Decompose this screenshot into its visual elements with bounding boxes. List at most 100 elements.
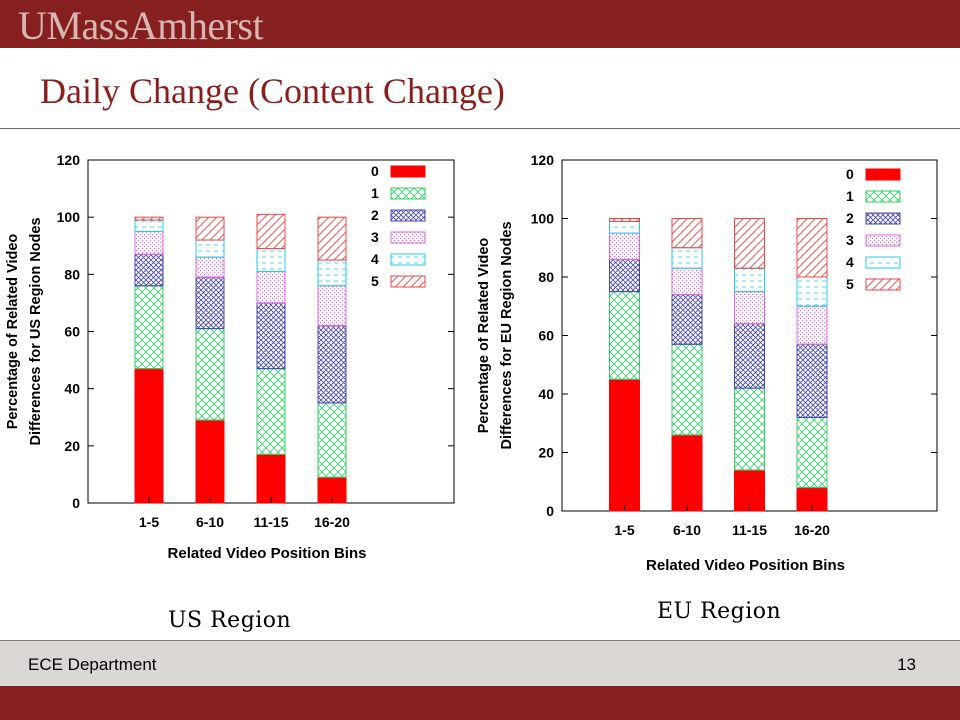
bar-segment-3-1-5 xyxy=(609,232,640,260)
y-tick-label: 80 xyxy=(538,269,554,285)
bar-segment-2-1-5 xyxy=(609,258,640,293)
bar-segment-3-16-20 xyxy=(796,305,828,345)
legend-label: 2 xyxy=(371,207,379,223)
x-tick-label: 1-5 xyxy=(139,514,159,530)
x-tick-label: 6-10 xyxy=(196,514,224,530)
bar-segment-3-6-10 xyxy=(671,267,703,296)
us-region-chart: 0 20 40 60 80 100 120 1-5 6-10 11-15 16-20 0 1 2 3 4 5 Re… xyxy=(6,140,466,580)
bar-segment-4-1-5 xyxy=(609,220,640,234)
bar-segment-5-1-5 xyxy=(134,216,164,221)
legend-swatch-5 xyxy=(390,275,426,288)
bar-segment-2-11-15 xyxy=(256,302,286,370)
x-tick-label: 16-20 xyxy=(314,514,350,530)
y-tick-label: 0 xyxy=(546,503,554,519)
bar-segment-1-6-10 xyxy=(671,343,703,436)
eu-region-caption: EU Region xyxy=(657,599,782,624)
bar-segment-0-6-10 xyxy=(671,434,703,512)
y-tick-label: 40 xyxy=(538,386,554,402)
legend-label: 0 xyxy=(371,163,379,179)
legend-swatch-0 xyxy=(390,165,426,178)
title-divider xyxy=(0,128,960,129)
bar-segment-1-1-5 xyxy=(609,291,640,380)
y-tick-label: 20 xyxy=(64,438,80,454)
bar-segment-5-11-15 xyxy=(256,213,286,250)
legend-swatch-4 xyxy=(390,253,426,266)
legend-swatch-2 xyxy=(865,212,901,225)
bar-segment-5-16-20 xyxy=(796,218,828,278)
legend-label: 3 xyxy=(371,229,379,245)
bottom-bar xyxy=(0,686,960,720)
bar-segment-4-1-5 xyxy=(134,219,164,232)
bar-segment-0-11-15 xyxy=(734,469,765,512)
bar-segment-1-6-10 xyxy=(195,328,225,421)
legend-label: 0 xyxy=(846,166,854,182)
legend-label: 1 xyxy=(846,188,854,204)
x-tick-label: 11-15 xyxy=(253,514,288,530)
bar-segment-3-1-5 xyxy=(134,230,164,255)
eu-region-chart-svg: 0 20 40 60 80 100 120 1-5 6-10 11-15 16-20 0 1 2 3 4 5 Re… xyxy=(478,152,938,574)
bar-segment-3-11-15 xyxy=(734,291,765,325)
bar-segment-1-1-5 xyxy=(134,285,164,370)
y-tick-label: 0 xyxy=(72,495,80,511)
bar-segment-5-11-15 xyxy=(734,218,765,269)
slide-title: Daily Change (Content Change) xyxy=(40,71,505,111)
footer-bar: ECE Department 13 xyxy=(0,640,960,687)
y-axis-label: Percentage of Related Video xyxy=(6,234,21,430)
y-tick-label: 80 xyxy=(64,266,80,282)
bar-segment-2-1-5 xyxy=(134,253,164,287)
bar-segment-5-16-20 xyxy=(317,216,347,261)
x-axis-label: Related Video Position Bins xyxy=(646,557,845,574)
y-axis-label: Differences for US Region Nodes xyxy=(28,217,44,445)
legend-swatch-5 xyxy=(865,278,901,291)
bar-segment-4-11-15 xyxy=(256,248,286,272)
y-tick-label: 40 xyxy=(64,381,80,397)
y-tick-label: 120 xyxy=(57,152,81,168)
x-tick-label: 1-5 xyxy=(614,522,634,538)
bar-segment-0-1-5 xyxy=(134,368,164,504)
legend-label: 4 xyxy=(846,254,854,270)
header-bar: UMassAmherst xyxy=(0,0,960,48)
y-tick-label: 100 xyxy=(57,209,81,225)
x-tick-label: 6-10 xyxy=(673,522,701,538)
bar-segment-3-6-10 xyxy=(195,256,225,278)
bar-segment-2-16-20 xyxy=(796,343,828,418)
y-axis-label: Differences for EU Region Nodes xyxy=(499,221,515,449)
page-number: 13 xyxy=(897,655,916,674)
bar-segment-2-16-20 xyxy=(317,325,347,404)
y-tick-label: 20 xyxy=(538,445,554,461)
us-region-chart-svg: 0 20 40 60 80 100 120 1-5 6-10 11-15 16-20 0 1 2 3 4 5 Re… xyxy=(6,152,455,562)
y-tick-label: 60 xyxy=(538,328,554,344)
y-axis-label: Percentage of Related Video xyxy=(478,238,492,434)
legend-swatch-3 xyxy=(865,234,901,247)
x-axis-label: Related Video Position Bins xyxy=(168,545,367,562)
legend-swatch-4 xyxy=(865,256,901,269)
bar-segment-1-11-15 xyxy=(734,387,765,471)
bar-segment-1-16-20 xyxy=(796,416,828,489)
y-tick-label: 120 xyxy=(531,152,555,168)
bar-segment-5-6-10 xyxy=(671,218,703,249)
eu-region-chart: 0 20 40 60 80 100 120 1-5 6-10 11-15 16-20 0 1 2 3 4 5 Re… xyxy=(478,140,948,585)
bar-segment-2-6-10 xyxy=(671,294,703,345)
legend-swatch-1 xyxy=(865,190,901,203)
bar-segment-3-11-15 xyxy=(256,270,286,304)
y-tick-label: 100 xyxy=(531,211,555,227)
bar-segment-2-11-15 xyxy=(734,323,765,389)
bar-segment-5-1-5 xyxy=(609,218,640,222)
legend-label: 4 xyxy=(371,251,379,267)
bar-segment-0-11-15 xyxy=(256,453,286,504)
university-logo: UMassAmherst xyxy=(18,3,264,48)
bar-segment-4-11-15 xyxy=(734,267,765,293)
legend-swatch-2 xyxy=(390,209,426,222)
legend-swatch-1 xyxy=(390,187,426,200)
us-region-caption: US Region xyxy=(168,608,292,633)
legend-label: 2 xyxy=(846,210,854,226)
bar-segment-1-11-15 xyxy=(256,368,286,455)
department-label: ECE Department xyxy=(28,655,157,674)
y-tick-label: 60 xyxy=(64,324,80,340)
bar-segment-0-1-5 xyxy=(609,378,640,512)
bar-segment-2-6-10 xyxy=(195,276,225,330)
legend-swatch-0 xyxy=(865,168,901,181)
bar-segment-0-6-10 xyxy=(195,419,225,504)
bar-segment-4-6-10 xyxy=(671,247,703,269)
legend-label: 5 xyxy=(371,273,379,289)
